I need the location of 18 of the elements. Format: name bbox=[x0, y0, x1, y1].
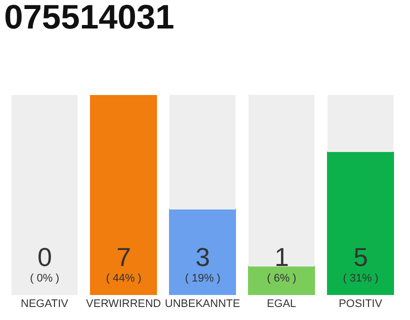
chart-title: 075514031 bbox=[4, 0, 174, 37]
bar bbox=[326, 151, 394, 295]
x-tick-label: POSITIV bbox=[338, 298, 383, 310]
x-tick-label: NEGATIV bbox=[20, 298, 69, 310]
data-label: 5 ( 31% ) bbox=[343, 242, 378, 285]
x-tick-label: UNBEKANNTE bbox=[164, 298, 240, 310]
bar bbox=[248, 266, 316, 295]
bar bbox=[170, 95, 236, 210]
x-tick-label: EGAL bbox=[266, 298, 296, 310]
bar bbox=[168, 208, 236, 295]
data-label: 0 ( 0% ) bbox=[30, 242, 60, 285]
bar bbox=[90, 95, 158, 295]
data-label: 7 ( 44% ) bbox=[106, 242, 142, 285]
bar bbox=[248, 95, 314, 266]
bar bbox=[328, 95, 394, 152]
data-label: 1 ( 6% ) bbox=[267, 242, 296, 285]
data-label: 3 ( 19% ) bbox=[185, 242, 220, 285]
x-tick-label: VERWIRREND bbox=[86, 298, 162, 310]
